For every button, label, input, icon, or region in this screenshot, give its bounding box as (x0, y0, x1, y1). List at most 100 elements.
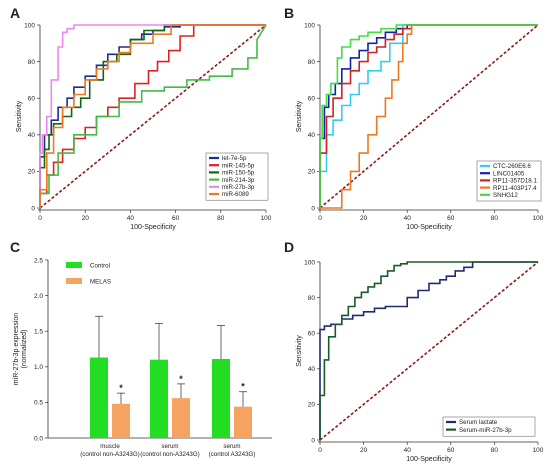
panel-c-y-tick-label: 2.5 (34, 257, 43, 264)
panel-a-y-tick-label: 100 (24, 22, 35, 29)
panel-c-bar-melas (112, 403, 130, 438)
panel-a-x-tick-label: 0 (38, 215, 42, 222)
panel-b-y-axis-title: Sensitivity (296, 100, 303, 132)
panel-c-bar-melas (172, 398, 190, 438)
roc-panel-a: 0 20 40 60 80 100 0 20 40 60 80 100 100-Specificity S… (16, 22, 272, 231)
panel-c-significance-mark: * (119, 383, 123, 393)
panel-b-y-tick-label: 60 (308, 96, 316, 103)
panel-b-legend-label: SNHG12 (493, 192, 518, 199)
panel-a-series-mir-214-3p (39, 24, 267, 208)
panel-a-series-mir-150-5p (39, 24, 266, 208)
roc-panel-b: 0 20 40 60 80 100 0 20 40 60 80 100 100-Specificity S… (296, 22, 544, 231)
panel-d-legend-box (442, 416, 536, 437)
panel-c-category-label: muscle (100, 443, 120, 450)
panel-c-category-sublabel: (control A3243G) (209, 451, 256, 458)
panel-a-y-tick-label: 20 (28, 169, 36, 176)
panel-d-x-tick-label: 60 (447, 447, 455, 454)
panel-a-x-axis-title: 100-Specificity (130, 224, 176, 231)
panel-b-legend-label: LINC01405 (493, 170, 525, 177)
panel-b-y-tick-label: 0 (311, 205, 315, 212)
panel-d-y-tick-label: 60 (308, 331, 316, 338)
panel-d-y-tick-label: 20 (308, 402, 316, 409)
panel-b-legend-label: CTC-260E6.6 (493, 163, 531, 170)
panel-c-legend-label: Control (90, 262, 110, 269)
panel-d-y-tick-label: 100 (304, 259, 315, 266)
panel-b-reference-line (319, 24, 539, 209)
panel-d-legend-label: Serum-miR-27b-3p (459, 427, 512, 434)
panel-c-bar-control (212, 358, 230, 438)
panel-c-y-tick-label: 1.5 (34, 329, 43, 336)
panel-d-x-tick-label: 40 (404, 447, 412, 454)
panel-d-y-tick-label: 80 (308, 295, 316, 302)
panel-b-x-axis-title: 100-Specificity (406, 224, 452, 231)
panel-b-series-rp11-357d18-1 (319, 24, 538, 208)
panel-a-y-axis-title: Sensitivity (16, 100, 23, 132)
panel-d-y-axis-title: Sensitivity (296, 335, 303, 367)
panel-a-reference-line (39, 24, 267, 209)
panel-c-y-axis-title: (normalized) (21, 330, 28, 369)
panel-b-series-ctc-260e6-6 (319, 24, 538, 208)
panel-b-y-tick-label: 100 (304, 22, 315, 29)
panel-a-y-tick-label: 0 (31, 205, 35, 212)
panel-c-legend-swatch (66, 278, 82, 284)
panel-d-reference-line (319, 261, 539, 441)
panel-d-x-tick-label: 100 (533, 447, 544, 454)
panel-c-legend-label: MELAS (90, 278, 111, 285)
panel-b-series-rp11-403p17-4 (320, 24, 538, 209)
panel-letter-b: B (284, 5, 294, 21)
panel-a-series-mir-27b-3p (39, 24, 266, 208)
panel-c-y-tick-label: 0.0 (34, 435, 43, 442)
panel-b-y-tick-label: 40 (308, 132, 316, 139)
panel-c-category-sublabel: (control non-A3243G) (80, 451, 140, 458)
panel-c-category-label: serum (223, 443, 240, 450)
panel-d-y-tick-label: 0 (311, 437, 315, 444)
panel-c-bar-melas (234, 406, 252, 438)
panel-c-bar-control (90, 357, 108, 438)
panel-c-category-sublabel: (control non-A3243G) (140, 451, 200, 458)
panel-b-x-tick-label: 40 (404, 215, 412, 222)
panel-c-y-tick-label: 0.5 (34, 400, 43, 407)
panel-b-x-tick-label: 60 (447, 215, 455, 222)
panel-a-legend-label: miR-27b-3p (222, 184, 255, 191)
panel-letter-a: A (10, 5, 20, 21)
panel-a-series-mir-6089 (39, 24, 266, 208)
roc-panel-d: 0 20 40 60 80 100 0 20 40 60 80 100 100-Specificity S… (296, 259, 544, 463)
panel-c-significance-mark: * (179, 374, 183, 384)
panel-a-legend-label: miR-6089 (222, 191, 249, 198)
panel-d-series-serum-mir-27b-3p (319, 261, 538, 440)
panel-d-x-axis-title: 100-Specificity (406, 456, 452, 463)
panel-letter-c: C (10, 239, 20, 255)
panel-b-series-linc01405 (319, 24, 538, 208)
panel-a-series-mir-145-5p (39, 24, 266, 208)
panel-b-x-tick-label: 20 (360, 215, 368, 222)
panel-b-x-tick-label: 100 (533, 215, 544, 222)
panel-d-x-tick-label: 80 (491, 447, 499, 454)
panel-a-x-tick-label: 20 (82, 215, 90, 222)
panel-c-significance-mark: * (241, 382, 245, 392)
panel-d-x-tick-label: 20 (360, 447, 368, 454)
panel-a-legend-box (205, 152, 269, 201)
panel-d-x-tick-label: 0 (318, 447, 322, 454)
panel-b-legend-label: RP11-357D18.1 (493, 178, 537, 185)
panel-b-x-tick-label: 0 (318, 215, 322, 222)
panel-b-legend-label: RP11-403P17.4 (493, 185, 537, 192)
panel-a-legend-label: miR-150-5p (222, 170, 255, 177)
panel-a-legend-label: let-7e-5p (222, 155, 247, 162)
panel-c-legend-swatch (66, 262, 82, 268)
panel-letter-d: D (284, 239, 294, 255)
panel-d-y-tick-label: 40 (308, 366, 316, 373)
panel-a-x-tick-label: 40 (127, 215, 135, 222)
panel-a-y-tick-label: 80 (28, 59, 36, 66)
panel-b-series-snhg12 (319, 24, 538, 208)
panel-a-x-tick-label: 60 (172, 215, 180, 222)
panel-d-legend-label: Serum lactate (459, 419, 498, 426)
panel-c-y-axis-title: miR-27b-3p expression (13, 313, 20, 385)
panel-c-y-tick-label: 1.0 (34, 364, 43, 371)
panel-b-y-tick-label: 20 (308, 169, 316, 176)
panel-c-y-tick-label: 2.0 (34, 293, 43, 300)
panel-a-x-tick-label: 100 (261, 215, 272, 222)
panel-a-legend-label: miR-214-3p (222, 177, 255, 184)
panel-b-y-tick-label: 80 (308, 59, 316, 66)
